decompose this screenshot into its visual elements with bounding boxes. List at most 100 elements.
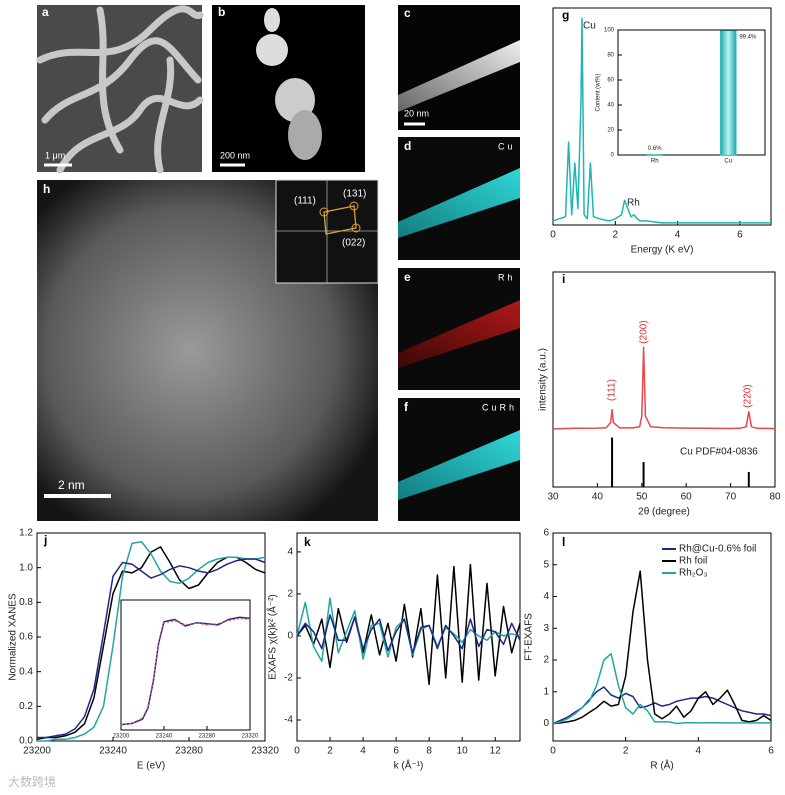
y-axis-label: FT-EXAFS — [524, 613, 535, 661]
y-tick-label: -2 — [284, 673, 293, 684]
y-tick-label: 20 — [607, 128, 614, 134]
y-tick-label: 4 — [543, 591, 549, 602]
x-tick-label: 4 — [696, 746, 702, 757]
fft-label: (111) — [294, 196, 316, 207]
panel-f: f CuRh — [398, 398, 520, 521]
y-axis-label: EXAFS χ(k)k² (Å⁻²) — [266, 594, 279, 680]
annotation: Cu PDF#04-0836 — [680, 447, 758, 458]
panel-e: e Rh — [398, 268, 520, 390]
series-line — [552, 346, 776, 430]
x-tick-label: 6 — [768, 746, 774, 757]
panel-label: j — [43, 533, 47, 547]
y-tick-label: 0.8 — [19, 597, 33, 608]
y-tick-label: 1.2 — [19, 528, 33, 539]
x-tick-label: 40 — [592, 492, 604, 503]
y-tick-label: 0.6 — [19, 632, 33, 643]
y-tick-label: 60 — [607, 78, 614, 84]
fft-spot — [351, 223, 361, 233]
y-tick-label: 0.2 — [19, 701, 33, 712]
panel-label: k — [304, 535, 311, 549]
series-line — [552, 652, 771, 725]
rh-signal — [398, 300, 520, 368]
x-tick-label: 2 — [613, 230, 619, 241]
x-tick-label: 30 — [547, 492, 559, 503]
particle — [256, 34, 288, 66]
x-axis-label: 2θ (degree) — [638, 507, 690, 518]
annotation: Cu — [583, 21, 596, 32]
y-axis-label: Content (wt%) — [596, 73, 602, 111]
y-tick-label: -4 — [284, 715, 293, 726]
y-tick-label: 100 — [604, 28, 615, 34]
element-label: Rh — [498, 272, 516, 282]
bar — [646, 154, 664, 156]
panel-label: a — [42, 5, 49, 19]
series-line — [120, 617, 251, 726]
plot-frame — [552, 271, 776, 488]
panel-label: d — [404, 139, 411, 153]
y-tick-label: 3 — [543, 623, 549, 634]
value-label: 99.4% — [739, 34, 757, 40]
fft-label: (131) — [343, 189, 366, 200]
element-label: Cu — [498, 141, 516, 151]
x-tick-label: 23320 — [251, 746, 279, 757]
y-tick-label: 0 — [543, 718, 549, 729]
series-line — [552, 17, 771, 224]
x-tick-label: 23200 — [23, 746, 51, 757]
panel-label: e — [404, 270, 411, 284]
fft-label: (022) — [342, 238, 365, 249]
y-tick-label: 1.0 — [19, 562, 33, 573]
series-line — [37, 540, 266, 742]
legend-label: Rh₂O₃ — [679, 568, 708, 579]
x-tick-label: 23280 — [175, 746, 203, 757]
series-line — [37, 558, 266, 739]
series-line — [296, 614, 521, 654]
panel-h: (111) (131) (022) h 2 nm — [37, 179, 379, 521]
x-tick-label: 23320 — [242, 734, 259, 740]
particle — [264, 8, 280, 32]
fft-spot — [349, 201, 359, 211]
y-tick-label: 0 — [287, 631, 293, 642]
panel-label: h — [43, 182, 50, 196]
y-tick-label: 0.4 — [19, 666, 33, 677]
particle — [288, 110, 322, 160]
plot-frame — [617, 29, 766, 156]
panel-label: b — [218, 5, 225, 19]
x-tick-label: 80 — [769, 492, 781, 503]
series-line — [552, 570, 772, 725]
x-tick-label: 8 — [426, 746, 432, 757]
panel-label: f — [404, 400, 409, 414]
x-tick-label: 12 — [490, 746, 502, 757]
y-axis-label: intensity (a.u.) — [538, 348, 549, 411]
panel-b: b 200 nm — [212, 5, 365, 172]
x-tick-label: 4 — [360, 746, 366, 757]
scale-bar-label: 200 nm — [220, 150, 250, 160]
annotation: (200) — [639, 320, 650, 343]
x-tick-label: 23240 — [156, 734, 173, 740]
y-tick-label: 80 — [607, 53, 614, 59]
x-tick-label: 2 — [623, 746, 629, 757]
y-tick-label: 0.0 — [19, 736, 33, 747]
x-tick-label: 0 — [294, 746, 300, 757]
x-axis-label: R (Å) — [650, 759, 673, 772]
x-tick-label: 23280 — [199, 734, 216, 740]
y-tick-label: 0 — [611, 153, 615, 159]
y-tick-label: 2 — [287, 589, 293, 600]
fft-cell — [323, 205, 357, 235]
panel-d: d Cu — [398, 137, 520, 260]
x-tick-label: 0 — [550, 230, 556, 241]
x-axis-label: k (Å⁻¹) — [394, 759, 424, 772]
x-tick-label: 0 — [550, 746, 556, 757]
x-tick-label: 70 — [725, 492, 737, 503]
legend-label: Rh@Cu-0.6% foil — [679, 544, 756, 555]
x-tick-label: 23200 — [113, 734, 130, 740]
fft-spot — [319, 207, 329, 217]
legend-label: Rh foil — [679, 556, 707, 567]
y-tick-label: 2 — [543, 655, 549, 666]
x-tick-label: 60 — [681, 492, 693, 503]
y-tick-label: 6 — [543, 528, 549, 539]
annotation: Rh — [627, 198, 640, 209]
panel-label: l — [562, 535, 565, 549]
curh-signal — [398, 430, 520, 500]
scale-bar-label: 1 μm — [45, 150, 65, 160]
x-axis-label: Energy (K eV) — [631, 245, 694, 256]
